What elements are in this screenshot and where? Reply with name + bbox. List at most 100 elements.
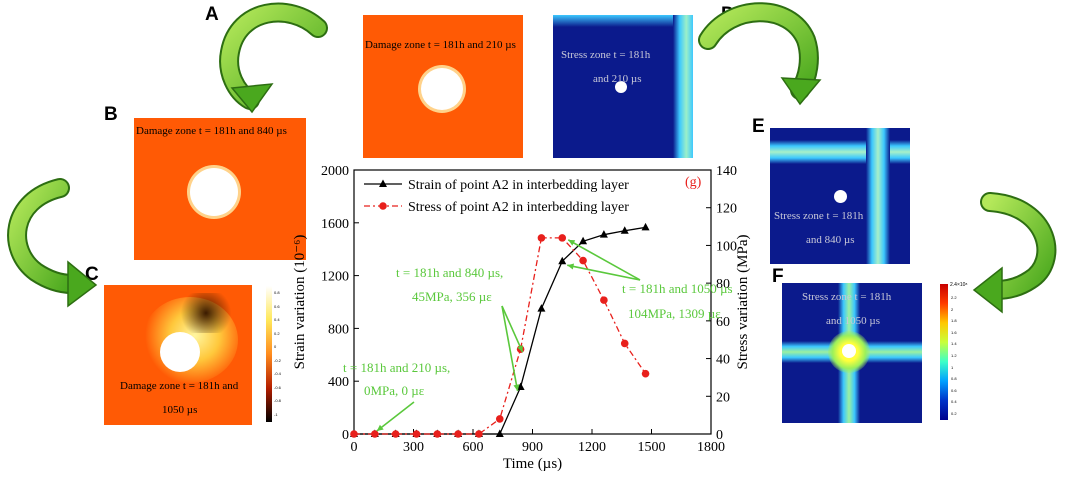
- legend: Strain of point A2 in interbedding layer…: [364, 178, 629, 215]
- panel-f-caption-line1: Stress zone t = 181h: [802, 291, 892, 303]
- legend-strain: Strain of point A2 in interbedding layer: [408, 178, 629, 193]
- panel-letter-e: E: [752, 116, 765, 137]
- strain-point: [599, 230, 608, 238]
- stress-point: [600, 296, 608, 304]
- stress-point: [391, 430, 400, 438]
- strain-point: [620, 226, 629, 234]
- panel-letter-b: B: [104, 104, 118, 125]
- y-right-tick-label: 40: [716, 353, 730, 368]
- stress-point: [412, 430, 421, 438]
- annotations: t = 181h and 210 µs, 0MPa, 0 µε t = 181h…: [343, 239, 733, 432]
- stress-point: [454, 430, 462, 438]
- panel-f-caption-line2: and 1050 µs: [826, 315, 881, 327]
- strain-point: [558, 256, 567, 265]
- annotation-840-line2: 45MPa, 356 µε: [412, 289, 492, 304]
- annotation-1050-line2: 104MPa, 1309 µε: [628, 306, 721, 321]
- borehole: [834, 190, 847, 203]
- panel-d-caption-line2: and 210 µs: [593, 73, 642, 85]
- x-tick-label: 900: [522, 440, 543, 455]
- stress-point: [579, 256, 587, 265]
- x-tick-label: 300: [403, 440, 424, 455]
- stress-point: [641, 369, 650, 378]
- y-axis-left-label: Strain variation (10⁻⁶): [292, 235, 308, 370]
- y-left-tick-label: 0: [342, 428, 349, 443]
- colorbar-c-ticks: 0.8 0.6 0.4 0.2 0 -0.2 -0.4 -0.6 -0.8 -1: [274, 290, 281, 417]
- strain-point: [495, 429, 504, 437]
- panel-e-caption-line2: and 840 µs: [806, 234, 855, 246]
- stress-point: [350, 430, 358, 438]
- annotation-arrow-line: [376, 401, 415, 432]
- y-right-tick-label: 140: [716, 164, 737, 179]
- y-left-tick-label: 1200: [321, 270, 349, 285]
- colorbar-f-top-label: 2.4×10⁸: [950, 282, 968, 288]
- panel-label-g: (g): [685, 175, 702, 190]
- x-tick-label: 600: [463, 440, 484, 455]
- stress-point: [495, 415, 504, 423]
- stress-panel-d: Stress zone t = 181h and 210 µs: [553, 15, 693, 158]
- chart-g: 0 300 600 900 1200 1500 1800040080012001600200…: [292, 164, 751, 472]
- arrow-b-to-c-icon: [7, 178, 98, 308]
- damage-panel-a: Damage zone t = 181h and 210 µs: [363, 15, 523, 158]
- annotation-arrow-line: [567, 264, 641, 281]
- stress-point: [433, 430, 442, 438]
- panel-e-caption-line1: Stress zone t = 181h: [774, 210, 864, 222]
- annotation-arrow-head: [376, 424, 384, 431]
- y-left-tick-label: 800: [328, 322, 349, 337]
- borehole: [160, 332, 200, 372]
- annotation-arrow-line: [501, 305, 524, 353]
- annotation-1050-line1: t = 181h and 1050 µs: [622, 281, 733, 296]
- y-left-tick-label: 1600: [321, 217, 349, 232]
- panel-letter-f: F: [772, 266, 784, 287]
- panel-c-caption-line2: 1050 µs: [162, 404, 198, 416]
- stress-band-vertical: [866, 128, 890, 264]
- annotation-840-line1: t = 181h and 840 µs,: [396, 265, 503, 280]
- borehole: [190, 168, 238, 216]
- x-tick-label: 0: [351, 440, 358, 455]
- borehole: [421, 68, 463, 110]
- panel-c-caption-line1: Damage zone t = 181h and: [120, 380, 239, 392]
- stress-band-right: [673, 15, 693, 158]
- x-axis-label: Time (µs): [503, 456, 562, 472]
- borehole: [842, 344, 856, 358]
- y-left-tick-label: 2000: [321, 164, 349, 179]
- y-right-tick-label: 100: [716, 239, 737, 254]
- arrow-e-to-f-icon: [972, 192, 1057, 314]
- panel-d-caption-line1: Stress zone t = 181h: [561, 49, 651, 61]
- annotation-arrow-head: [513, 384, 520, 392]
- y-right-tick-label: 80: [716, 277, 730, 292]
- colorbar-f-ticks: 2.2 2 1.8 1.6 1.4 1.2 1 0.8 0.6 0.4 0.2: [951, 295, 957, 416]
- strain-point: [641, 222, 650, 231]
- y-right-tick-label: 0: [716, 428, 723, 443]
- panel-a-caption: Damage zone t = 181h and 210 µs: [365, 39, 516, 51]
- stress-point: [537, 234, 546, 242]
- stress-point: [558, 234, 567, 242]
- x-tick-label: 1800: [697, 440, 725, 455]
- stress-point: [475, 430, 483, 438]
- annotation-210-line2: 0MPa, 0 µε: [364, 383, 425, 398]
- x-tick-label: 1200: [578, 440, 606, 455]
- strain-point: [516, 382, 525, 391]
- arrow-a-to-b-icon: [219, 2, 328, 114]
- panel-b-caption: Damage zone t = 181h and 840 µs: [136, 125, 287, 137]
- y-axis-right-label: Stress variation (MPa): [735, 235, 751, 370]
- stress-point: [371, 430, 379, 438]
- stress-band-top: [553, 15, 693, 27]
- y-right-tick-label: 20: [716, 390, 730, 405]
- annotation-arrow-line: [501, 305, 519, 392]
- strain-point: [579, 236, 588, 245]
- y-right-tick-label: 60: [716, 315, 730, 330]
- arrow-d-to-e-icon: [698, 2, 822, 106]
- strain-point: [537, 304, 546, 312]
- damage-panel-c: Damage zone t = 181h and 1050 µs: [104, 285, 252, 425]
- annotation-arrow-head: [567, 263, 575, 270]
- stress-panel-e: Stress zone t = 181h and 840 µs: [770, 128, 910, 264]
- x-tick-label: 1500: [638, 440, 666, 455]
- annotation-arrow-head: [517, 345, 523, 353]
- y-left-tick-label: 400: [328, 375, 349, 390]
- annotation-arrow-head: [568, 239, 576, 246]
- y-right-tick-label: 120: [716, 202, 737, 217]
- annotation-arrow-line: [567, 239, 641, 281]
- legend-stress: Stress of point A2 in interbedding layer: [408, 200, 629, 215]
- borehole: [615, 81, 627, 93]
